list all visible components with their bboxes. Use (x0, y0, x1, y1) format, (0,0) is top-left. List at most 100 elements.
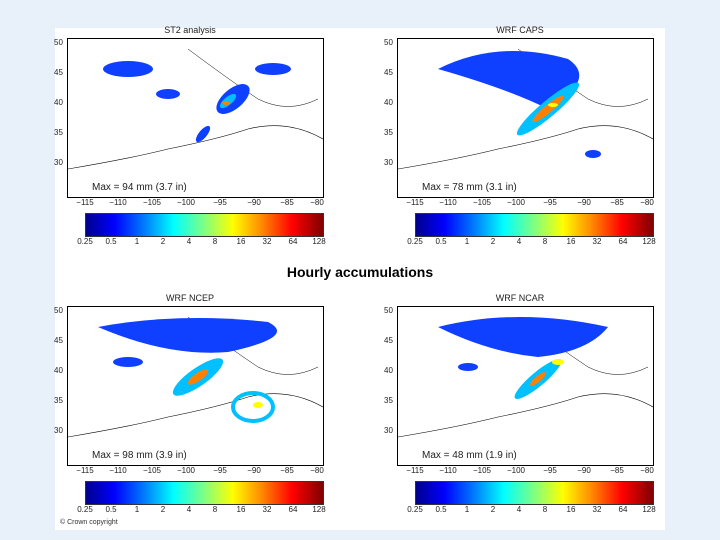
colorbar-label: 8 (212, 505, 218, 514)
x-tick: −85 (610, 466, 624, 475)
x-tick: −90 (577, 198, 591, 207)
x-tick: −85 (280, 466, 294, 475)
x-tick: −85 (610, 198, 624, 207)
colorbar-label: 2 (160, 237, 166, 246)
y-tick: 50 (384, 38, 393, 47)
x-tick: −100 (506, 198, 526, 207)
colorbar-label: 2 (490, 505, 496, 514)
colorbar-label: 32 (262, 237, 272, 246)
colorbar-label: 0.25 (407, 237, 423, 246)
colorbar-label: 64 (288, 237, 298, 246)
x-tick: −110 (109, 466, 127, 475)
x-tick: −95 (543, 466, 557, 475)
x-tick: −90 (247, 466, 261, 475)
y-tick: 40 (54, 98, 63, 107)
colorbar-label: 4 (186, 505, 192, 514)
copyright-notice: © Crown copyright (60, 519, 118, 526)
colorbar-label: 8 (542, 237, 548, 246)
colorbar-label: 64 (618, 237, 628, 246)
x-tick: −110 (109, 198, 127, 207)
colorbar (85, 213, 324, 237)
y-tick: 45 (384, 68, 393, 77)
y-tick: 30 (54, 426, 63, 435)
colorbar-label: 0.5 (105, 505, 117, 514)
panel-title: ST2 analysis (164, 25, 216, 35)
y-tick: 50 (54, 306, 63, 315)
x-tick: −95 (213, 198, 227, 207)
x-tick: −80 (310, 466, 324, 475)
y-tick: 35 (384, 128, 393, 137)
y-tick: 40 (384, 98, 393, 107)
x-tick: −115 (76, 198, 94, 207)
colorbar-label: 2 (160, 505, 166, 514)
colorbar-label: 0.5 (435, 505, 447, 514)
y-tick: 30 (384, 158, 393, 167)
colorbar-label: 1 (464, 237, 470, 246)
colorbar-label: 0.5 (435, 237, 447, 246)
x-tick: −100 (506, 466, 526, 475)
colorbar-label: 16 (566, 505, 576, 514)
colorbar-label: 16 (566, 237, 576, 246)
x-tick: −115 (76, 466, 94, 475)
colorbar-label: 4 (516, 505, 522, 514)
colorbar-label: 8 (212, 237, 218, 246)
colorbar-label: 32 (262, 505, 272, 514)
colorbar-label: 0.25 (77, 505, 93, 514)
slide: ST2 analysis 50 45 40 35 30 Max = 94 mm … (54, 25, 665, 530)
x-tick: −105 (142, 198, 162, 207)
colorbar-label: 16 (236, 505, 246, 514)
colorbar-label: 4 (186, 237, 192, 246)
x-tick: −100 (176, 466, 196, 475)
colorbar-label: 1 (464, 505, 470, 514)
colorbar-label: 128 (642, 237, 656, 246)
colorbar-label: 64 (618, 505, 628, 514)
y-tick: 50 (54, 38, 63, 47)
max-value: Max = 94 mm (3.7 in) (90, 182, 189, 193)
x-tick: −80 (640, 198, 654, 207)
panel-title: WRF NCEP (166, 293, 214, 303)
colorbar-label: 128 (312, 505, 326, 514)
max-value: Max = 48 mm (1.9 in) (420, 450, 519, 461)
y-tick: 30 (54, 158, 63, 167)
colorbar-label: 32 (592, 505, 602, 514)
y-tick: 35 (54, 128, 63, 137)
x-tick: −85 (280, 198, 294, 207)
colorbar (415, 213, 654, 237)
colorbar-label: 2 (490, 237, 496, 246)
x-tick: −80 (640, 466, 654, 475)
x-tick: −105 (142, 466, 162, 475)
x-tick: −115 (406, 466, 424, 475)
colorbar-label: 0.5 (105, 237, 117, 246)
colorbar-label: 0.25 (407, 505, 423, 514)
x-tick: −80 (310, 198, 324, 207)
max-value: Max = 78 mm (3.1 in) (420, 182, 519, 193)
y-tick: 40 (384, 366, 393, 375)
colorbar-label: 8 (542, 505, 548, 514)
colorbar-label: 0.25 (77, 237, 93, 246)
precip-map: Max = 78 mm (3.1 in) (397, 38, 654, 198)
y-tick: 30 (384, 426, 393, 435)
colorbar-label: 128 (312, 237, 326, 246)
colorbar-label: 128 (642, 505, 656, 514)
y-tick: 35 (384, 396, 393, 405)
x-tick: −115 (406, 198, 424, 207)
precip-map: Max = 48 mm (1.9 in) (397, 306, 654, 466)
max-value: Max = 98 mm (3.9 in) (90, 450, 189, 461)
colorbar (415, 481, 654, 505)
x-tick: −110 (439, 198, 457, 207)
colorbar-label: 1 (134, 505, 140, 514)
precip-map: Max = 98 mm (3.9 in) (67, 306, 324, 466)
precip-map: Max = 94 mm (3.7 in) (67, 38, 324, 198)
colorbar-label: 4 (516, 237, 522, 246)
y-tick: 35 (54, 396, 63, 405)
x-tick: −90 (577, 466, 591, 475)
y-tick: 50 (384, 306, 393, 315)
y-tick: 45 (384, 336, 393, 345)
panel-title: WRF CAPS (496, 25, 544, 35)
page-heading: Hourly accumulations (286, 264, 434, 280)
x-tick: −110 (439, 466, 457, 475)
colorbar-label: 1 (134, 237, 140, 246)
x-tick: −100 (176, 198, 196, 207)
colorbar-label: 32 (592, 237, 602, 246)
x-tick: −95 (543, 198, 557, 207)
